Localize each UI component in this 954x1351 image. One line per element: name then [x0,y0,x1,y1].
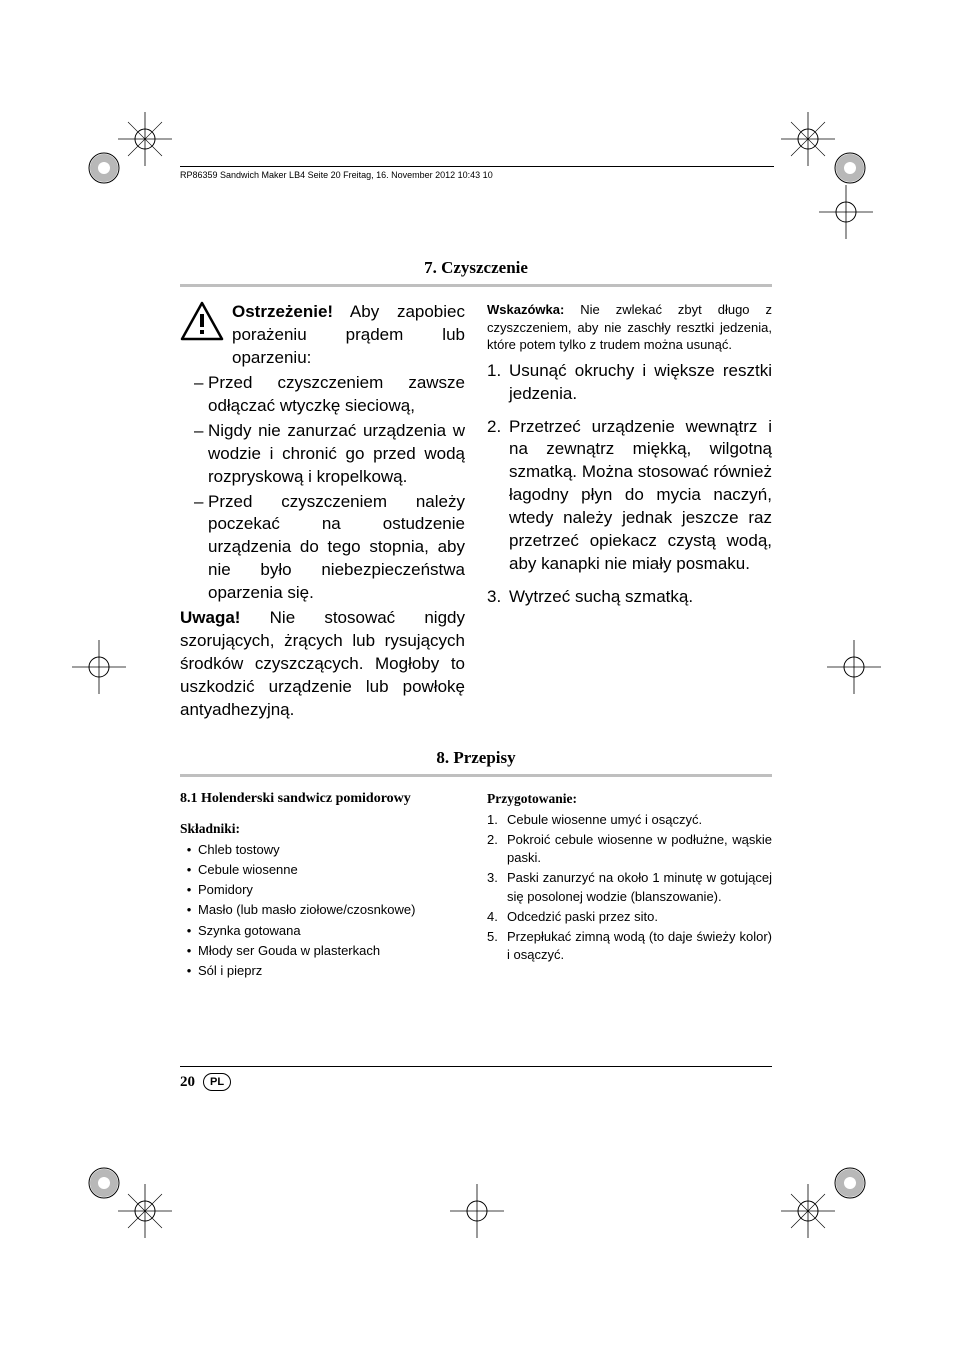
recipe-title: 8.1 Holenderski sandwicz pomidorowy [180,791,465,807]
section7-rule [180,284,772,287]
footer-row: 20 PL [180,1073,772,1091]
prep-step-item: 3.Paski zanurzyć na około 1 minutę w got… [487,869,772,905]
step-item: 3.Wytrzeć suchą szmatką. [487,586,772,609]
bullet-item: •Sól i pieprz [180,962,465,980]
cropmark-tr-inner [781,112,836,167]
header-rule [180,166,774,167]
page-number: 20 [180,1074,195,1091]
hint-label: Wskazówka: [487,302,564,317]
page: RP86359 Sandwich Maker LB4 Seite 20 Frei… [0,0,954,1351]
bullet-item: •Pomidory [180,881,465,899]
section7-columns: Ostrzeżenie! Aby zapobiec porażeniu prąd… [180,301,772,722]
cropmark-ml [72,640,127,695]
section8-col-right: Przygotowanie: 1.Cebule wiosenne umyć i … [487,791,772,982]
hint-block: Wskazówka: Nie zwlekać zbyt długo z czys… [487,301,772,354]
cropmark-bl-inner [118,1184,173,1239]
ingredients-list: •Chleb tostowy •Cebule wiosenne •Pomidor… [180,841,465,980]
dash-item: –Przed czyszczeniem należy poczekać na o… [194,491,465,606]
cropmark-br-inner [781,1184,836,1239]
section7-heading: 7. Czyszczenie [180,258,772,278]
warning-dash-list: –Przed czyszczeniem zawsze odłączać wtyc… [194,372,465,605]
section8-columns: 8.1 Holenderski sandwicz pomidorowy Skła… [180,791,772,982]
warning-label: Ostrzeżenie! [232,302,333,321]
attention-block: Uwaga! Nie stosować nigdy szorujących, ż… [180,607,465,722]
warning-block: Ostrzeżenie! Aby zapobiec porażeniu prąd… [180,301,465,370]
warning-text: Ostrzeżenie! Aby zapobiec porażeniu prąd… [232,301,465,370]
prep-step-item: 4.Odcedzić paski przez sito. [487,908,772,926]
prep-step-item: 1.Cebule wiosenne umyć i osączyć. [487,811,772,829]
bullet-item: •Masło (lub masło ziołowe/czosnkowe) [180,901,465,919]
prep-steps-list: 1.Cebule wiosenne umyć i osączyć. 2.Pokr… [487,811,772,965]
section8-heading: 8. Przepisy [180,748,772,768]
lang-badge: PL [203,1073,231,1091]
bullet-item: •Młody ser Gouda w plasterkach [180,942,465,960]
section7-col-right: Wskazówka: Nie zwlekać zbyt długo z czys… [487,301,772,722]
bullet-item: •Cebule wiosenne [180,861,465,879]
step-item: 1.Usunąć okruchy i większe resztki jedze… [487,360,772,406]
footer: 20 PL [180,1066,772,1091]
prep-step-item: 2.Pokroić cebule wiosenne w podłużne, wą… [487,831,772,867]
ingredients-label: Składniki: [180,821,465,837]
header-docline: RP86359 Sandwich Maker LB4 Seite 20 Frei… [180,170,493,180]
bullet-item: •Szynka gotowana [180,922,465,940]
bullet-item: •Chleb tostowy [180,841,465,859]
steps-list: 1.Usunąć okruchy i większe resztki jedze… [487,360,772,609]
prep-step-item: 5.Przepłukać zimną wodą (to daje świeży … [487,928,772,964]
section8-rule [180,774,772,777]
section8-col-left: 8.1 Holenderski sandwicz pomidorowy Skła… [180,791,465,982]
cropmark-tl-inner [118,112,173,167]
section7-col-left: Ostrzeżenie! Aby zapobiec porażeniu prąd… [180,301,465,722]
prep-label: Przygotowanie: [487,791,772,807]
content-area: 7. Czyszczenie Ostrzeżenie! Aby zapobiec… [180,258,772,982]
step-item: 2.Przetrzeć urządzenie wewnątrz i na zew… [487,416,772,577]
dash-item: –Nigdy nie zanurzać urządzenia w wodzie … [194,420,465,489]
dash-item: –Przed czyszczeniem zawsze odłączać wtyc… [194,372,465,418]
footer-rule [180,1066,772,1067]
cropmark-mr [827,640,882,695]
warning-icon [180,301,224,341]
attention-label: Uwaga! [180,608,240,627]
cropmark-tr-extra [819,185,874,240]
cropmark-bc [450,1184,505,1239]
